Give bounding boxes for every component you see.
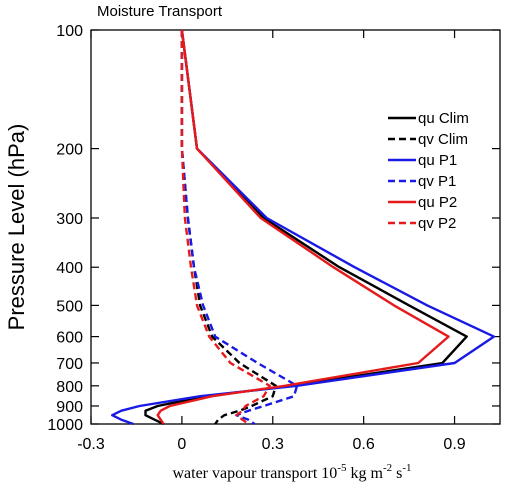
x-axis-label-exp3: -1 [402,462,411,474]
series-line-qu-clim [144,29,468,426]
series-line-qv-clim [180,30,277,425]
legend-label: qu P2 [418,194,457,211]
y-tick-label: 300 [56,211,83,228]
x-axis-label-main: water vapour transport 10 [172,465,337,482]
series-line-qu-p2 [156,29,450,425]
chart-title: Moisture Transport [97,3,223,20]
y-tick-label: 800 [56,379,83,396]
legend-label: qv Clim [418,131,468,148]
y-tick-label: 600 [56,330,83,347]
x-axis-label-mid: kg m [346,465,383,482]
x-tick-label: 0 [177,436,186,453]
y-tick-label: 700 [56,356,83,373]
y-tick-label: 100 [56,23,83,40]
x-axis-label: water vapour transport 10-5 kg m-2 s-1 [172,462,411,482]
x-axis-label-mid2: s [392,465,402,482]
series-line-qv-p2 [180,30,271,425]
series-line-qu-p1 [110,29,496,426]
y-tick-label: 1000 [47,417,83,434]
x-axis-label-exp2: -2 [383,462,392,474]
plot-frame [90,29,501,425]
legend-label: qv P1 [418,173,456,190]
legend-label: qu P1 [418,152,457,169]
y-tick-label: 500 [56,298,83,315]
legend-label: qu Clim [418,110,469,127]
x-tick-label: -0.3 [77,436,105,453]
x-axis-label-exp1: -5 [337,462,347,474]
plot-area: -0.3 0 0.3 0.6 0.9 100 200 300 400 500 600 700 800 90… [47,23,501,453]
x-tick-label: 0.9 [443,436,465,453]
y-tick-label: 200 [56,142,83,159]
x-tick-label: 0.3 [262,436,284,453]
legend-label: qv P2 [418,215,456,232]
y-tick-label: 400 [56,260,83,277]
x-tick-label: 0.6 [353,436,375,453]
y-tick-label: 900 [56,399,83,416]
y-axis-label: Pressure Level (hPa) [4,124,29,331]
